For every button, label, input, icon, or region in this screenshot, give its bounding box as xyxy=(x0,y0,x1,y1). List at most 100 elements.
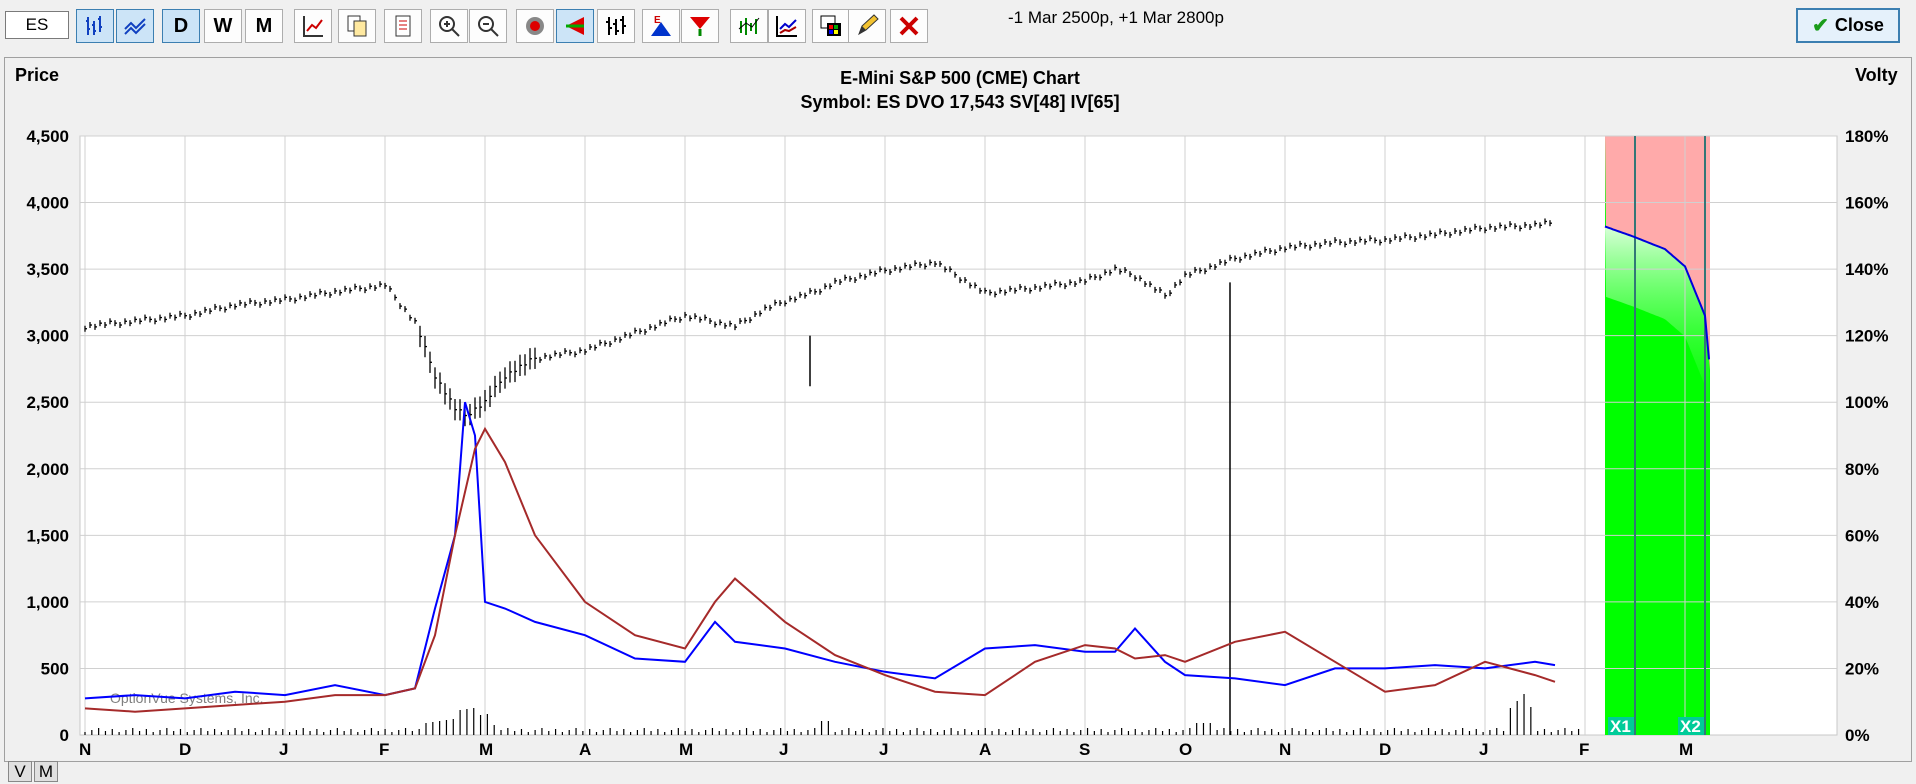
grid-lines xyxy=(80,135,1837,735)
daily-button[interactable]: D xyxy=(162,9,200,43)
y-tick-right: 60% xyxy=(1845,526,1879,545)
indicator-icon xyxy=(736,13,762,39)
bar-chart-icon xyxy=(82,13,108,39)
zoom-out-button[interactable] xyxy=(469,9,507,43)
filter-button[interactable] xyxy=(681,9,719,43)
loss-zone xyxy=(1605,136,1710,371)
x-tick: N xyxy=(79,740,91,759)
symbol-input[interactable] xyxy=(5,11,69,39)
y-tick-right: 20% xyxy=(1845,659,1879,678)
svg-text:E: E xyxy=(654,15,661,26)
x-tick: N xyxy=(1279,740,1291,759)
weekly-button[interactable]: W xyxy=(204,9,242,43)
x-tick: J xyxy=(279,740,288,759)
y-tick-left: 0 xyxy=(60,726,69,745)
copy-button[interactable] xyxy=(338,9,376,43)
x-icon xyxy=(896,13,922,39)
delete-button[interactable] xyxy=(890,9,928,43)
target-icon xyxy=(522,13,548,39)
risk-boundary-line xyxy=(1604,225,1710,360)
y-tick-right: 100% xyxy=(1845,393,1888,412)
close-label: Close xyxy=(1834,15,1884,35)
x-tick: J xyxy=(1479,740,1488,759)
print-icon xyxy=(390,13,416,39)
checkmark-icon: ✔ xyxy=(1812,15,1829,37)
y-tick-right: 120% xyxy=(1845,327,1888,346)
daily-label: D xyxy=(173,14,189,37)
x-tick: A xyxy=(979,740,991,759)
chart-settings-button[interactable] xyxy=(294,9,332,43)
line-chart-icon xyxy=(122,13,148,39)
x-tick: D xyxy=(1379,740,1391,759)
chart-title: E-Mini S&P 500 (CME) Chart xyxy=(840,68,1080,88)
palette-icon xyxy=(818,13,844,39)
implied-volatility-line xyxy=(84,426,1556,713)
y-tick-left: 3,000 xyxy=(26,327,69,346)
ohlc-icon xyxy=(603,13,629,39)
zoom-out-icon xyxy=(475,13,501,39)
position-note: -1 Mar 2500p, +1 Mar 2800p xyxy=(1008,8,1224,27)
x-tick: A xyxy=(579,740,591,759)
chart-subtitle: Symbol: ES DVO 17,543 SV[48] IV[65] xyxy=(800,92,1119,112)
copy-icon xyxy=(344,13,370,39)
x-tick: J xyxy=(779,740,788,759)
volatility-chart-button[interactable] xyxy=(768,9,806,43)
line-chart-button[interactable] xyxy=(116,9,154,43)
palette-button[interactable] xyxy=(812,9,850,43)
chart-settings-icon xyxy=(300,13,326,39)
draw-button[interactable] xyxy=(848,9,886,43)
y-tick-left: 1,500 xyxy=(26,526,69,545)
x-tick: F xyxy=(1579,740,1589,759)
x-year-label: 2020 xyxy=(265,760,303,761)
y-tick-left: 2,500 xyxy=(26,393,69,412)
y-tick-right: 0% xyxy=(1845,726,1870,745)
chart-panel: OptionVue Systems, Inc. X1 X2 0 500 1,000 1,50… xyxy=(4,57,1912,762)
filter-icon xyxy=(687,13,713,39)
price-volatility-chart[interactable]: OptionVue Systems, Inc.X1 X205001,0001,50… xyxy=(5,58,1911,761)
pencil-icon xyxy=(854,13,880,39)
toolbar: D WM E -1 Mar 2500p, +1 Mar 2800p ✔ Close xyxy=(0,0,1916,52)
close-button[interactable]: ✔ Close xyxy=(1796,8,1900,43)
profit-fade xyxy=(1605,226,1710,441)
y-tick-left: 4,500 xyxy=(26,127,69,146)
plot-area xyxy=(79,135,1838,736)
print-button[interactable] xyxy=(384,9,422,43)
zoom-in-icon xyxy=(436,13,462,39)
y-tick-left: 1,000 xyxy=(26,593,69,612)
m-button[interactable]: M xyxy=(34,761,58,782)
x-tick: J xyxy=(879,740,888,759)
expiration-label-bg xyxy=(1678,717,1704,735)
x-tick: M xyxy=(679,740,693,759)
y-tick-right: 40% xyxy=(1845,593,1879,612)
expiration-label: X2 xyxy=(1680,717,1701,736)
y-tick-right: 160% xyxy=(1845,194,1888,213)
y-tick-left: 3,500 xyxy=(26,260,69,279)
x-tick: M xyxy=(479,740,493,759)
zoom-in-button[interactable] xyxy=(430,9,468,43)
price-bars xyxy=(84,218,1552,427)
target-button[interactable] xyxy=(516,9,554,43)
y-tick-right: 80% xyxy=(1845,460,1879,479)
expiration-label: X1 xyxy=(1610,717,1631,736)
volatility-chart-icon xyxy=(774,13,800,39)
bar-chart-button[interactable] xyxy=(76,9,114,43)
events-button[interactable]: E xyxy=(642,9,680,43)
x-tick: O xyxy=(1179,740,1192,759)
events-icon: E xyxy=(648,13,674,39)
arrow-button[interactable] xyxy=(556,9,594,43)
v-button[interactable]: V xyxy=(8,761,32,782)
x-tick: F xyxy=(379,740,389,759)
y-tick-right: 180% xyxy=(1845,127,1888,146)
monthly-button[interactable]: M xyxy=(245,9,283,43)
ohlc-button[interactable] xyxy=(597,9,635,43)
y-axis-label-right: Volty xyxy=(1855,65,1898,85)
volume-bars xyxy=(84,694,1580,735)
x-tick: S xyxy=(1079,740,1090,759)
indicator-button[interactable] xyxy=(730,9,768,43)
x-tick: M xyxy=(1679,740,1693,759)
x-tick: D xyxy=(179,740,191,759)
arrow-icon xyxy=(562,13,588,39)
y-tick-left: 2,000 xyxy=(26,460,69,479)
x-year-label: 2021 xyxy=(1465,760,1503,761)
weekly-label: W xyxy=(213,14,233,37)
